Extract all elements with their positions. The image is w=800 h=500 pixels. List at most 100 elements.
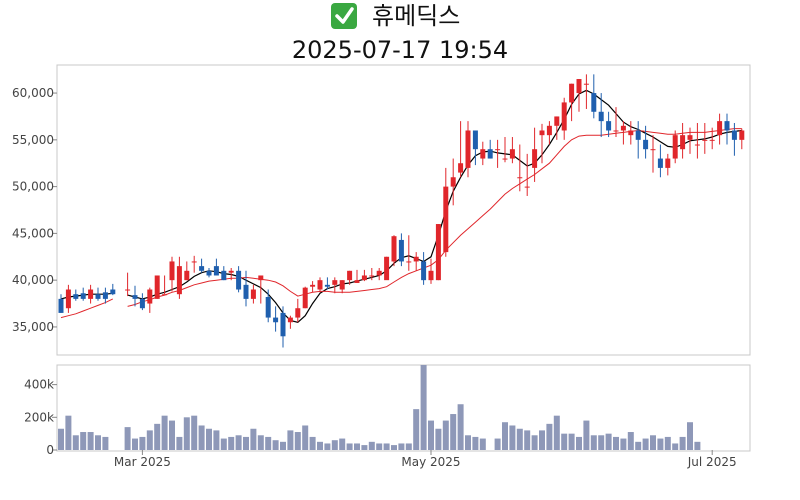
- volume-bar: [679, 436, 686, 450]
- candle: [406, 235, 412, 271]
- candle: [480, 141, 486, 166]
- volume-bar: [376, 443, 383, 450]
- volume-bar: [265, 436, 272, 450]
- candle-body: [228, 270, 234, 273]
- price-panel-frame: [56, 64, 751, 356]
- volume-bar: [391, 445, 397, 450]
- candle: [620, 121, 626, 145]
- volume-bar: [694, 441, 701, 450]
- stock-name: 휴메딕스: [372, 2, 460, 30]
- volume-bar: [428, 420, 434, 450]
- candle-body: [502, 158, 508, 160]
- chart-header: 휴메딕스 2025-07-17 19:54: [292, 2, 508, 64]
- candle: [250, 284, 256, 304]
- candle: [598, 93, 604, 138]
- volume-bar: [568, 433, 575, 450]
- price-tick-label: 55,000: [12, 133, 54, 147]
- candle-body: [428, 270, 434, 281]
- candle-body: [162, 294, 168, 296]
- candle-body: [354, 280, 360, 283]
- candle-body: [487, 149, 493, 159]
- volume-bar: [213, 430, 220, 450]
- volume-bar: [650, 435, 656, 450]
- candle-body: [435, 224, 441, 281]
- candle-body: [184, 270, 190, 281]
- candle-body: [58, 298, 64, 313]
- volume-bar: [302, 425, 309, 450]
- candle: [95, 287, 101, 301]
- candle: [236, 266, 242, 293]
- candle-body: [717, 121, 723, 136]
- candle-body: [413, 256, 419, 262]
- candle: [428, 258, 434, 284]
- volume-bar: [576, 436, 582, 450]
- candle: [576, 79, 582, 112]
- volume-bar: [635, 441, 642, 450]
- candle: [213, 258, 219, 276]
- candle: [162, 275, 168, 296]
- volume-bar: [598, 435, 605, 450]
- candle-body: [613, 130, 619, 132]
- volume-bar: [561, 433, 568, 450]
- candle: [376, 268, 382, 281]
- volume-bar: [442, 420, 449, 450]
- candle-body: [280, 312, 286, 337]
- volume-bar: [287, 430, 294, 450]
- candle: [228, 268, 234, 281]
- candle-body: [583, 83, 589, 85]
- candle-body: [384, 256, 390, 281]
- candle: [450, 158, 456, 206]
- volume-bar: [72, 435, 79, 450]
- candle: [206, 268, 212, 278]
- volume-bar: [664, 436, 671, 450]
- candle-body: [295, 308, 301, 318]
- candle-body: [591, 93, 597, 112]
- volume-bar: [531, 435, 538, 450]
- volume-bar: [317, 441, 323, 450]
- candle: [487, 139, 493, 159]
- volume-bar: [139, 436, 146, 450]
- candle: [680, 123, 686, 159]
- volume-bar: [465, 435, 471, 450]
- candle: [739, 128, 745, 150]
- candle: [147, 287, 153, 313]
- volume-bar: [339, 438, 346, 450]
- volume-bar: [590, 435, 597, 450]
- candle-body: [620, 125, 626, 131]
- candle-body: [258, 275, 264, 281]
- volume-bar: [620, 438, 627, 450]
- candle-body: [495, 149, 501, 151]
- candle-body: [317, 280, 323, 290]
- check-mark-icon-glyph: [335, 7, 354, 24]
- volume-bar: [627, 432, 634, 450]
- candle-body: [539, 130, 545, 136]
- price-tick-label: 40,000: [12, 273, 54, 287]
- candle: [717, 113, 723, 145]
- candle: [694, 123, 700, 159]
- candle-body: [95, 294, 101, 299]
- volume-bar: [161, 415, 168, 450]
- volume-bar: [346, 443, 353, 450]
- candle-body: [731, 130, 737, 140]
- candle-body: [154, 275, 160, 299]
- candle-body: [310, 284, 316, 287]
- candle-body: [199, 266, 205, 271]
- volume-bar: [169, 420, 175, 450]
- candle: [339, 280, 345, 294]
- candle: [421, 252, 427, 285]
- candle-body: [509, 149, 515, 159]
- candle: [702, 123, 708, 154]
- volume-bar: [80, 432, 87, 450]
- price-tick-label: 60,000: [12, 86, 54, 100]
- candle-body: [347, 270, 353, 281]
- volume-bar: [405, 443, 412, 450]
- candle-body: [132, 295, 138, 299]
- candle: [243, 270, 249, 307]
- volume-bar: [642, 438, 649, 450]
- candle-body: [369, 275, 375, 277]
- candle-body: [332, 280, 338, 285]
- x-tick-label: Jul 2025: [687, 455, 737, 469]
- candle: [110, 283, 116, 296]
- price-axis: 60,000 55,000 50,000 45,000 40,000 35,000: [12, 86, 57, 334]
- candle: [354, 269, 360, 283]
